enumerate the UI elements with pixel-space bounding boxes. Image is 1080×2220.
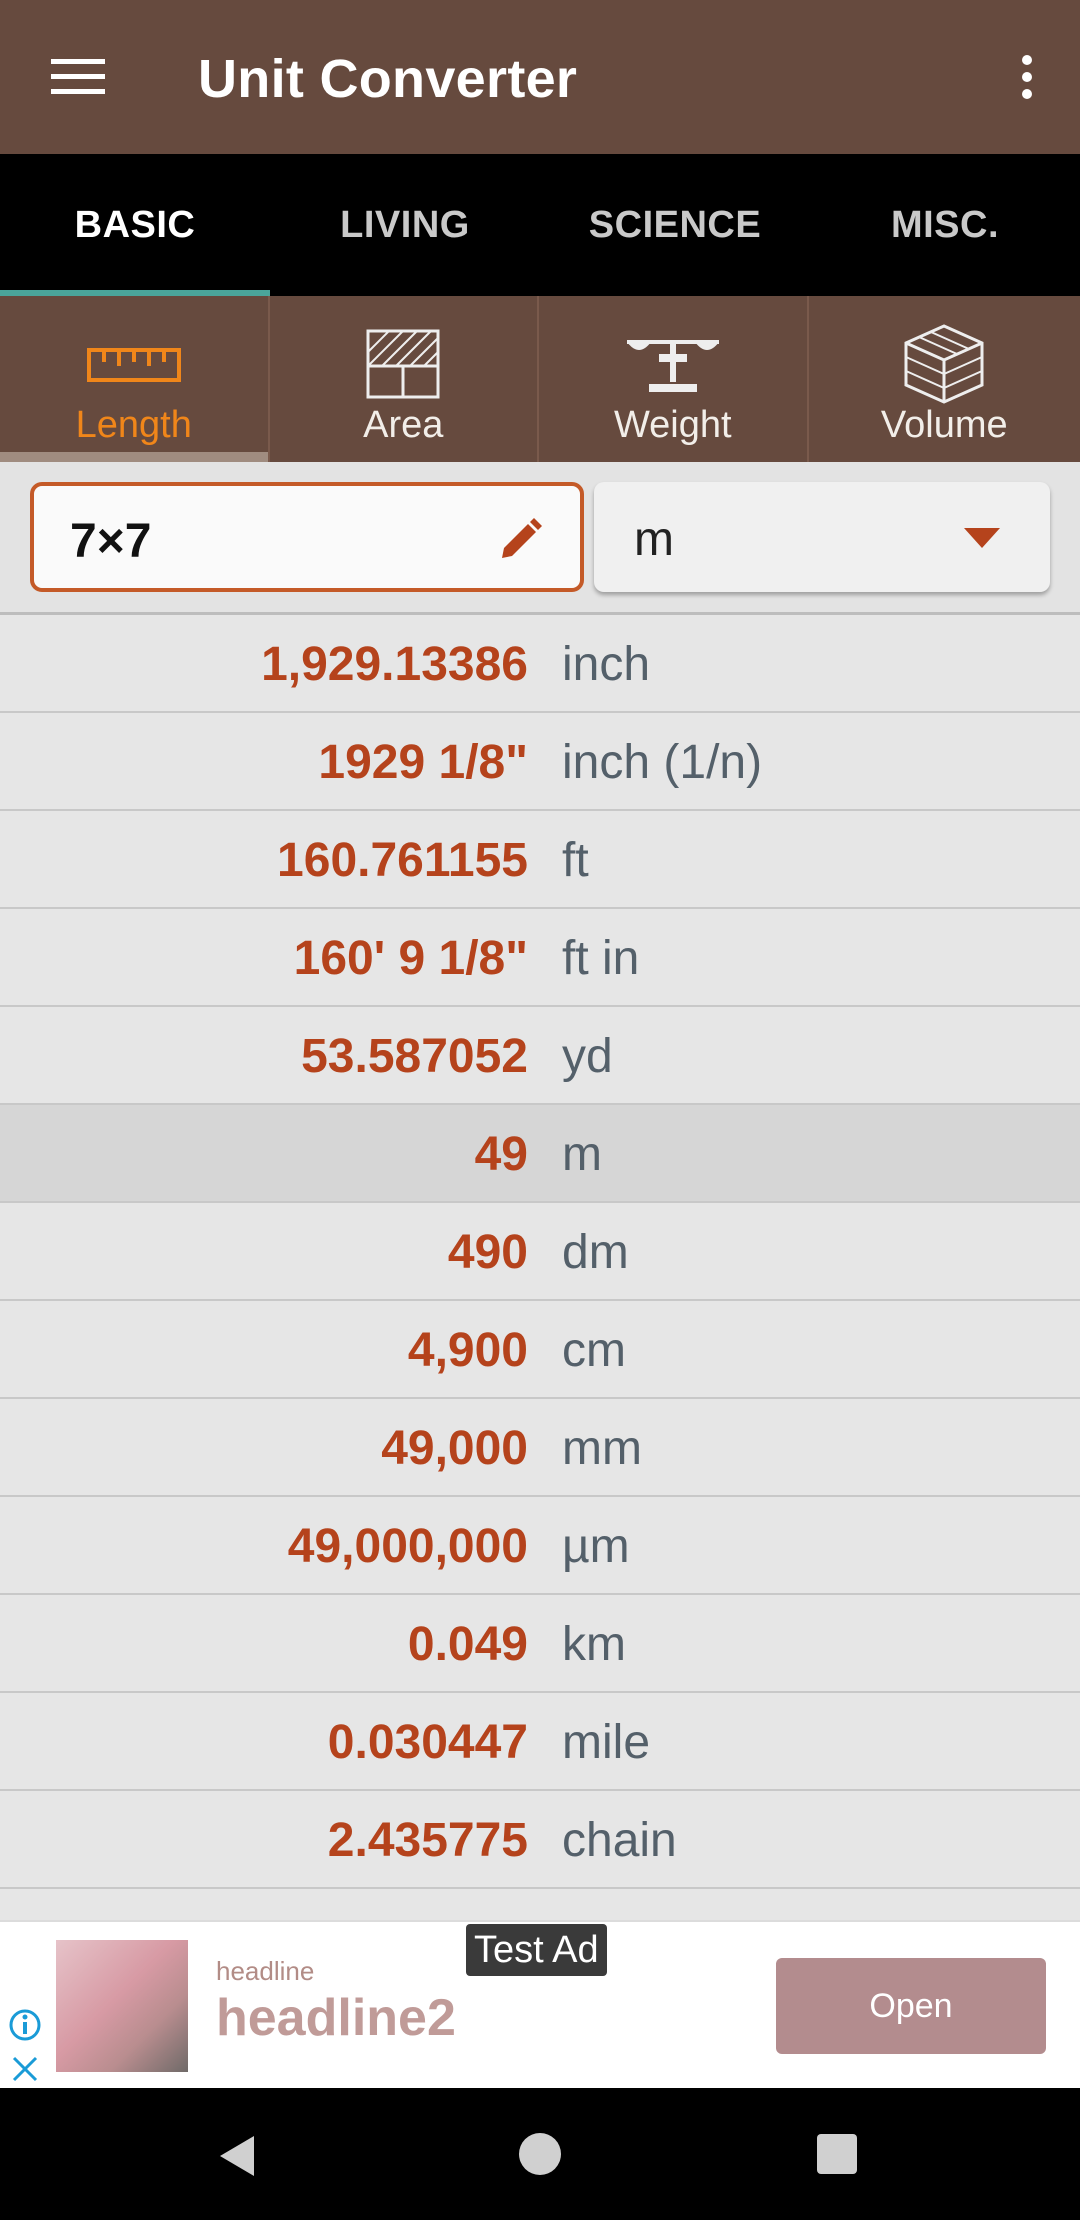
result-row[interactable]: 49,000,000 µm: [0, 1497, 1080, 1595]
result-value: 49,000: [381, 1422, 528, 1475]
result-value: 160' 9 1/8": [293, 932, 528, 985]
result-row[interactable]: 2.435775 chain: [0, 1791, 1080, 1889]
result-value: 0.049: [407, 1618, 528, 1671]
ad-image[interactable]: [56, 1940, 188, 2072]
result-row[interactable]: 0.030447 mile: [0, 1693, 1080, 1791]
result-value: 1929 1/8": [318, 736, 528, 789]
category-bar: Length Area: [0, 296, 1080, 462]
result-row[interactable]: 0.049 km: [0, 1595, 1080, 1693]
result-unit: yd: [562, 1030, 613, 1083]
result-value: 49: [474, 1128, 528, 1181]
result-value: 1,929.13386: [261, 638, 528, 691]
result-value: 2.435775: [327, 1814, 528, 1867]
result-unit: inch (1/n): [562, 736, 763, 789]
ad-info-icon[interactable]: [8, 2008, 42, 2042]
result-value: 4,900: [407, 1324, 528, 1377]
scale-icon: [539, 320, 807, 408]
tab-science[interactable]: SCIENCE: [588, 203, 762, 246]
result-unit: dm: [562, 1226, 629, 1279]
ad-headline2: headline2: [216, 1989, 456, 2047]
category-length[interactable]: Length: [0, 296, 268, 462]
result-unit: ft: [562, 834, 589, 887]
category-label: Weight: [613, 404, 732, 446]
back-icon[interactable]: [216, 2134, 256, 2178]
selected-unit: m: [634, 513, 674, 566]
result-row-selected[interactable]: 49 m: [0, 1105, 1080, 1203]
result-unit: ft in: [562, 932, 640, 985]
category-volume[interactable]: Volume: [808, 296, 1080, 462]
result-row[interactable]: 160.761155 ft: [0, 811, 1080, 909]
category-label: Volume: [880, 404, 1008, 446]
pencil-icon[interactable]: [494, 516, 544, 566]
unit-dropdown[interactable]: m: [594, 482, 1050, 592]
result-value: 160.761155: [277, 834, 528, 887]
recents-icon[interactable]: [817, 2134, 857, 2174]
result-row[interactable]: 53.587052 yd: [0, 1007, 1080, 1105]
input-bar: 7×7 m: [0, 462, 1080, 615]
result-row[interactable]: 4,900 cm: [0, 1301, 1080, 1399]
category-label: Area: [363, 404, 444, 446]
result-value: 49,000,000: [287, 1520, 528, 1573]
results-list: 1,929.13386 inch 1929 1/8" inch (1/n) 16…: [0, 615, 1080, 1889]
test-ad-badge: Test Ad: [466, 1924, 607, 1976]
hamburger-menu-icon[interactable]: [28, 40, 128, 114]
home-icon[interactable]: [519, 2133, 561, 2175]
ad-headline: headline: [216, 1956, 315, 1986]
result-row[interactable]: 49,000 mm: [0, 1399, 1080, 1497]
result-value: 53.587052: [301, 1030, 528, 1083]
result-row[interactable]: 1929 1/8" inch (1/n): [0, 713, 1080, 811]
ruler-icon: [0, 320, 268, 408]
expression-value: 7×7: [70, 515, 152, 568]
system-nav-bar: [0, 2088, 1080, 2220]
tab-misc[interactable]: MISC.: [890, 203, 1000, 246]
result-value: 0.030447: [327, 1716, 528, 1769]
result-unit: inch: [562, 638, 651, 691]
result-unit: mile: [562, 1716, 651, 1769]
tab-living[interactable]: LIVING: [340, 203, 470, 246]
result-row[interactable]: 1,929.13386 inch: [0, 615, 1080, 713]
result-unit: cm: [562, 1324, 626, 1377]
ad-open-button[interactable]: Open: [776, 1958, 1046, 2054]
result-unit: km: [562, 1618, 626, 1671]
app-title: Unit Converter: [198, 49, 578, 109]
expression-input[interactable]: 7×7: [30, 482, 584, 592]
more-options-icon[interactable]: [992, 40, 1062, 114]
result-unit: m: [562, 1128, 602, 1181]
dropdown-arrow-icon: [964, 528, 1000, 548]
result-value: 490: [447, 1226, 528, 1279]
ad-banner[interactable]: Test Ad headline headline2 Open: [0, 1920, 1080, 2090]
category-label: Length: [75, 404, 192, 446]
category-area[interactable]: Area: [269, 296, 538, 462]
cube-icon: [809, 320, 1080, 408]
result-row[interactable]: 490 dm: [0, 1203, 1080, 1301]
tab-basic[interactable]: BASIC: [0, 154, 270, 296]
result-unit: chain: [562, 1814, 677, 1867]
result-unit: mm: [562, 1422, 642, 1475]
app-bar: Unit Converter: [0, 0, 1080, 154]
category-weight[interactable]: Weight: [539, 296, 807, 462]
result-unit: µm: [562, 1520, 630, 1573]
ad-close-icon[interactable]: [8, 2052, 42, 2086]
area-grid-icon: [270, 320, 538, 408]
result-row[interactable]: 160' 9 1/8" ft in: [0, 909, 1080, 1007]
tab-bar: BASIC LIVING SCIENCE MISC.: [0, 154, 1080, 296]
